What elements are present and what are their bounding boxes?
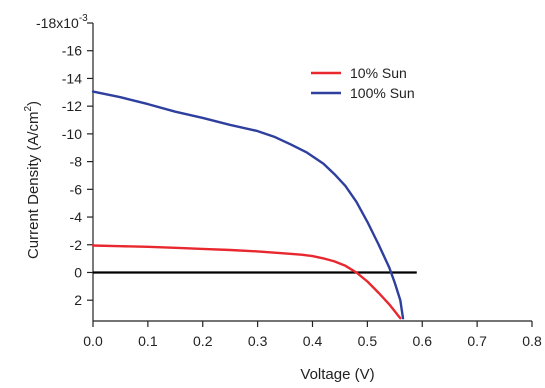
y-tick-label: 2 <box>74 292 82 308</box>
x-tick-label: 0.6 <box>413 333 433 349</box>
y-tick-label: -8 <box>70 154 83 170</box>
x-tick-label: 0.5 <box>358 333 378 349</box>
x-axis-title: Voltage (V) <box>300 366 374 383</box>
legend: 10% Sun 100% Sun <box>311 65 415 101</box>
axes-layer: 0.0 0.1 0.2 0.3 0.4 0.5 0.6 0.7 0.8 -16 -14 -12 -10 -… <box>23 13 542 383</box>
y-axis-multiplier-label: -18x10-3 <box>36 13 88 31</box>
x-tick-label: 0.4 <box>303 333 323 349</box>
x-tick-label: 0.2 <box>193 333 213 349</box>
legend-label-1: 100% Sun <box>350 85 415 101</box>
x-tick-label: 0.3 <box>248 333 268 349</box>
y-tick-label: -10 <box>62 126 82 142</box>
series-line-1 <box>91 90 405 320</box>
y-tick-label: -16 <box>62 43 82 59</box>
y-tick-label: -14 <box>62 70 82 86</box>
x-tick-label: 0.8 <box>522 333 542 349</box>
series-line-0 <box>91 244 402 320</box>
series-layer <box>91 90 417 320</box>
y-tick-label: -12 <box>62 98 82 114</box>
y-tick-label: -4 <box>70 209 83 225</box>
y-axis-title-close: ) <box>25 101 42 106</box>
y-tick-label: -2 <box>70 237 83 253</box>
x-tick-label: 0.0 <box>83 333 103 349</box>
x-tick-label: 0.7 <box>467 333 487 349</box>
y-axis-title-superscript: 2 <box>23 106 34 112</box>
legend-label-0: 10% Sun <box>350 65 407 81</box>
y-axis-multiplier-exponent: -3 <box>79 13 88 24</box>
y-axis-title-main: Current Density (A/cm <box>25 112 42 260</box>
y-tick-label: 0 <box>74 264 82 280</box>
y-axis-title: Current Density (A/cm2) <box>23 101 42 259</box>
x-tick-label: 0.1 <box>138 333 158 349</box>
y-tick-label: -6 <box>70 181 83 197</box>
